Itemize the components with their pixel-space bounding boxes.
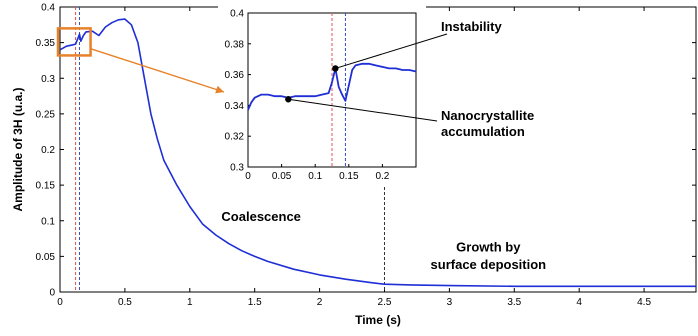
nanocrystallite-label-line2: accumulation [441,124,525,139]
instability-callout-line [335,33,448,69]
main-y-axis-label: Amplitude of 3H (u.a.) [11,88,25,212]
main-y-tick-label: 0.35 [36,38,56,49]
inset-y-tick-label: 0.38 [225,39,245,50]
main-series-line [59,18,696,288]
main-x-tick-label: 4.5 [637,297,651,308]
main-x-tick-label: 2 [317,297,323,308]
main-x-tick-label: 4 [576,297,582,308]
main-y-tick-label: 0.05 [36,252,56,263]
main-y-tick-label: 0 [49,288,55,299]
main-x-tick-label: 1.5 [248,297,262,308]
inset-x-tick-label: 0.1 [308,171,322,182]
zoom-arrow-line [90,48,225,93]
main-y-tick-label: 0.25 [36,109,56,120]
instability-marker [332,65,339,72]
main-x-axis-label: Time (s) [355,313,401,327]
annotation-layer: Coalescence Growth by surface deposition [221,209,546,272]
main-y-tick-label: 0.3 [41,74,55,85]
nanocrystallite-callout-line [288,98,438,122]
main-x-tick-label: 1 [187,297,193,308]
inset-y-tick-label: 0.32 [225,132,245,143]
main-y-tick-label: 0.15 [36,181,56,192]
inset-x-tick-label: 0.2 [375,171,389,182]
nanocrystallite-marker [285,96,292,103]
main-annotation: Growth by [456,239,521,254]
main-x-tick-label: 3.5 [507,297,521,308]
main-y-tick-label: 0.1 [41,216,55,227]
main-y-tick-label: 0.4 [41,3,55,14]
inset-x-tick-label: 0.05 [272,171,292,182]
zoom-arrow-head [215,85,224,94]
main-x-tick-label: 0.5 [118,297,132,308]
main-x-tick-label: 3 [447,297,453,308]
main-plot: 0 0.5 1 1.5 2 2.5 3 3.5 4 4.5 0 0.05 0.1 0.15 0.2 0.25 0… [11,3,697,327]
main-y-tick-label: 0.2 [41,145,55,156]
inset-y-tick-label: 0.34 [225,101,245,112]
inset-y-tick-label: 0.4 [230,9,244,20]
instability-label: Instability [441,19,502,34]
main-annotation: surface deposition [431,257,547,272]
inset-y-tick-label: 0.3 [230,163,244,174]
inset-x-tick-label: 0.15 [339,171,359,182]
inset-x-tick-label: 0 [245,171,251,182]
main-x-tick-label: 2.5 [378,297,392,308]
zoom-highlight-box [56,27,92,57]
main-x-tick-label: 0 [57,297,63,308]
inset-plot: 0 0.05 0.1 0.15 0.2 0.3 0.32 0.34 0.36 0.38 0.4 [90,5,448,187]
inset-y-tick-label: 0.36 [225,70,245,81]
main-annotation: Coalescence [221,209,301,224]
nanocrystallite-label-line1: Nanocrystallite [441,108,534,123]
